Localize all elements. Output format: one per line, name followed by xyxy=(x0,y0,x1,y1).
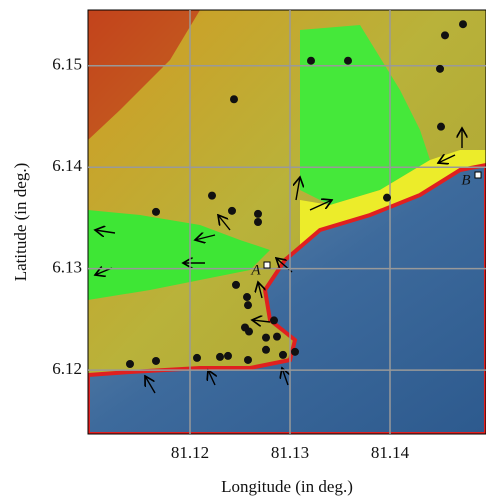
point xyxy=(152,356,160,365)
point xyxy=(245,327,253,336)
point xyxy=(436,64,444,73)
x-tick-label: 81.13 xyxy=(271,443,309,462)
point xyxy=(216,352,224,361)
plot-frame xyxy=(87,9,486,435)
point xyxy=(273,332,281,341)
y-tick-label: 6.13 xyxy=(52,258,82,277)
point xyxy=(232,280,240,289)
x-axis-label: Longitude (in deg.) xyxy=(221,477,353,496)
y-tick-label: 6.14 xyxy=(52,156,82,175)
point xyxy=(193,353,201,362)
site-marker xyxy=(263,261,271,269)
point xyxy=(228,206,236,215)
y-axis-label: Latitude (in deg.) xyxy=(11,163,30,282)
point xyxy=(152,207,160,216)
point xyxy=(244,355,252,364)
point xyxy=(262,345,270,354)
annotation: A xyxy=(250,262,261,278)
point xyxy=(307,56,315,65)
site-marker xyxy=(474,171,482,179)
point xyxy=(383,193,391,202)
x-tick-label: 81.14 xyxy=(371,443,410,462)
point xyxy=(243,293,251,302)
point xyxy=(437,122,445,131)
point xyxy=(244,301,252,310)
y-tick-label: 6.12 xyxy=(52,359,82,378)
point xyxy=(344,56,352,65)
x-tick-label: 81.12 xyxy=(171,443,209,462)
annotation: B xyxy=(461,172,470,188)
point xyxy=(262,333,270,342)
y-tick-label: 6.15 xyxy=(52,55,82,74)
point xyxy=(224,351,232,360)
point xyxy=(126,360,134,369)
point xyxy=(459,20,467,29)
point xyxy=(230,95,238,104)
point xyxy=(291,347,299,356)
point xyxy=(208,191,216,200)
point xyxy=(254,218,262,226)
point xyxy=(254,209,262,218)
point xyxy=(279,350,287,359)
point xyxy=(270,316,278,325)
point xyxy=(441,31,449,40)
